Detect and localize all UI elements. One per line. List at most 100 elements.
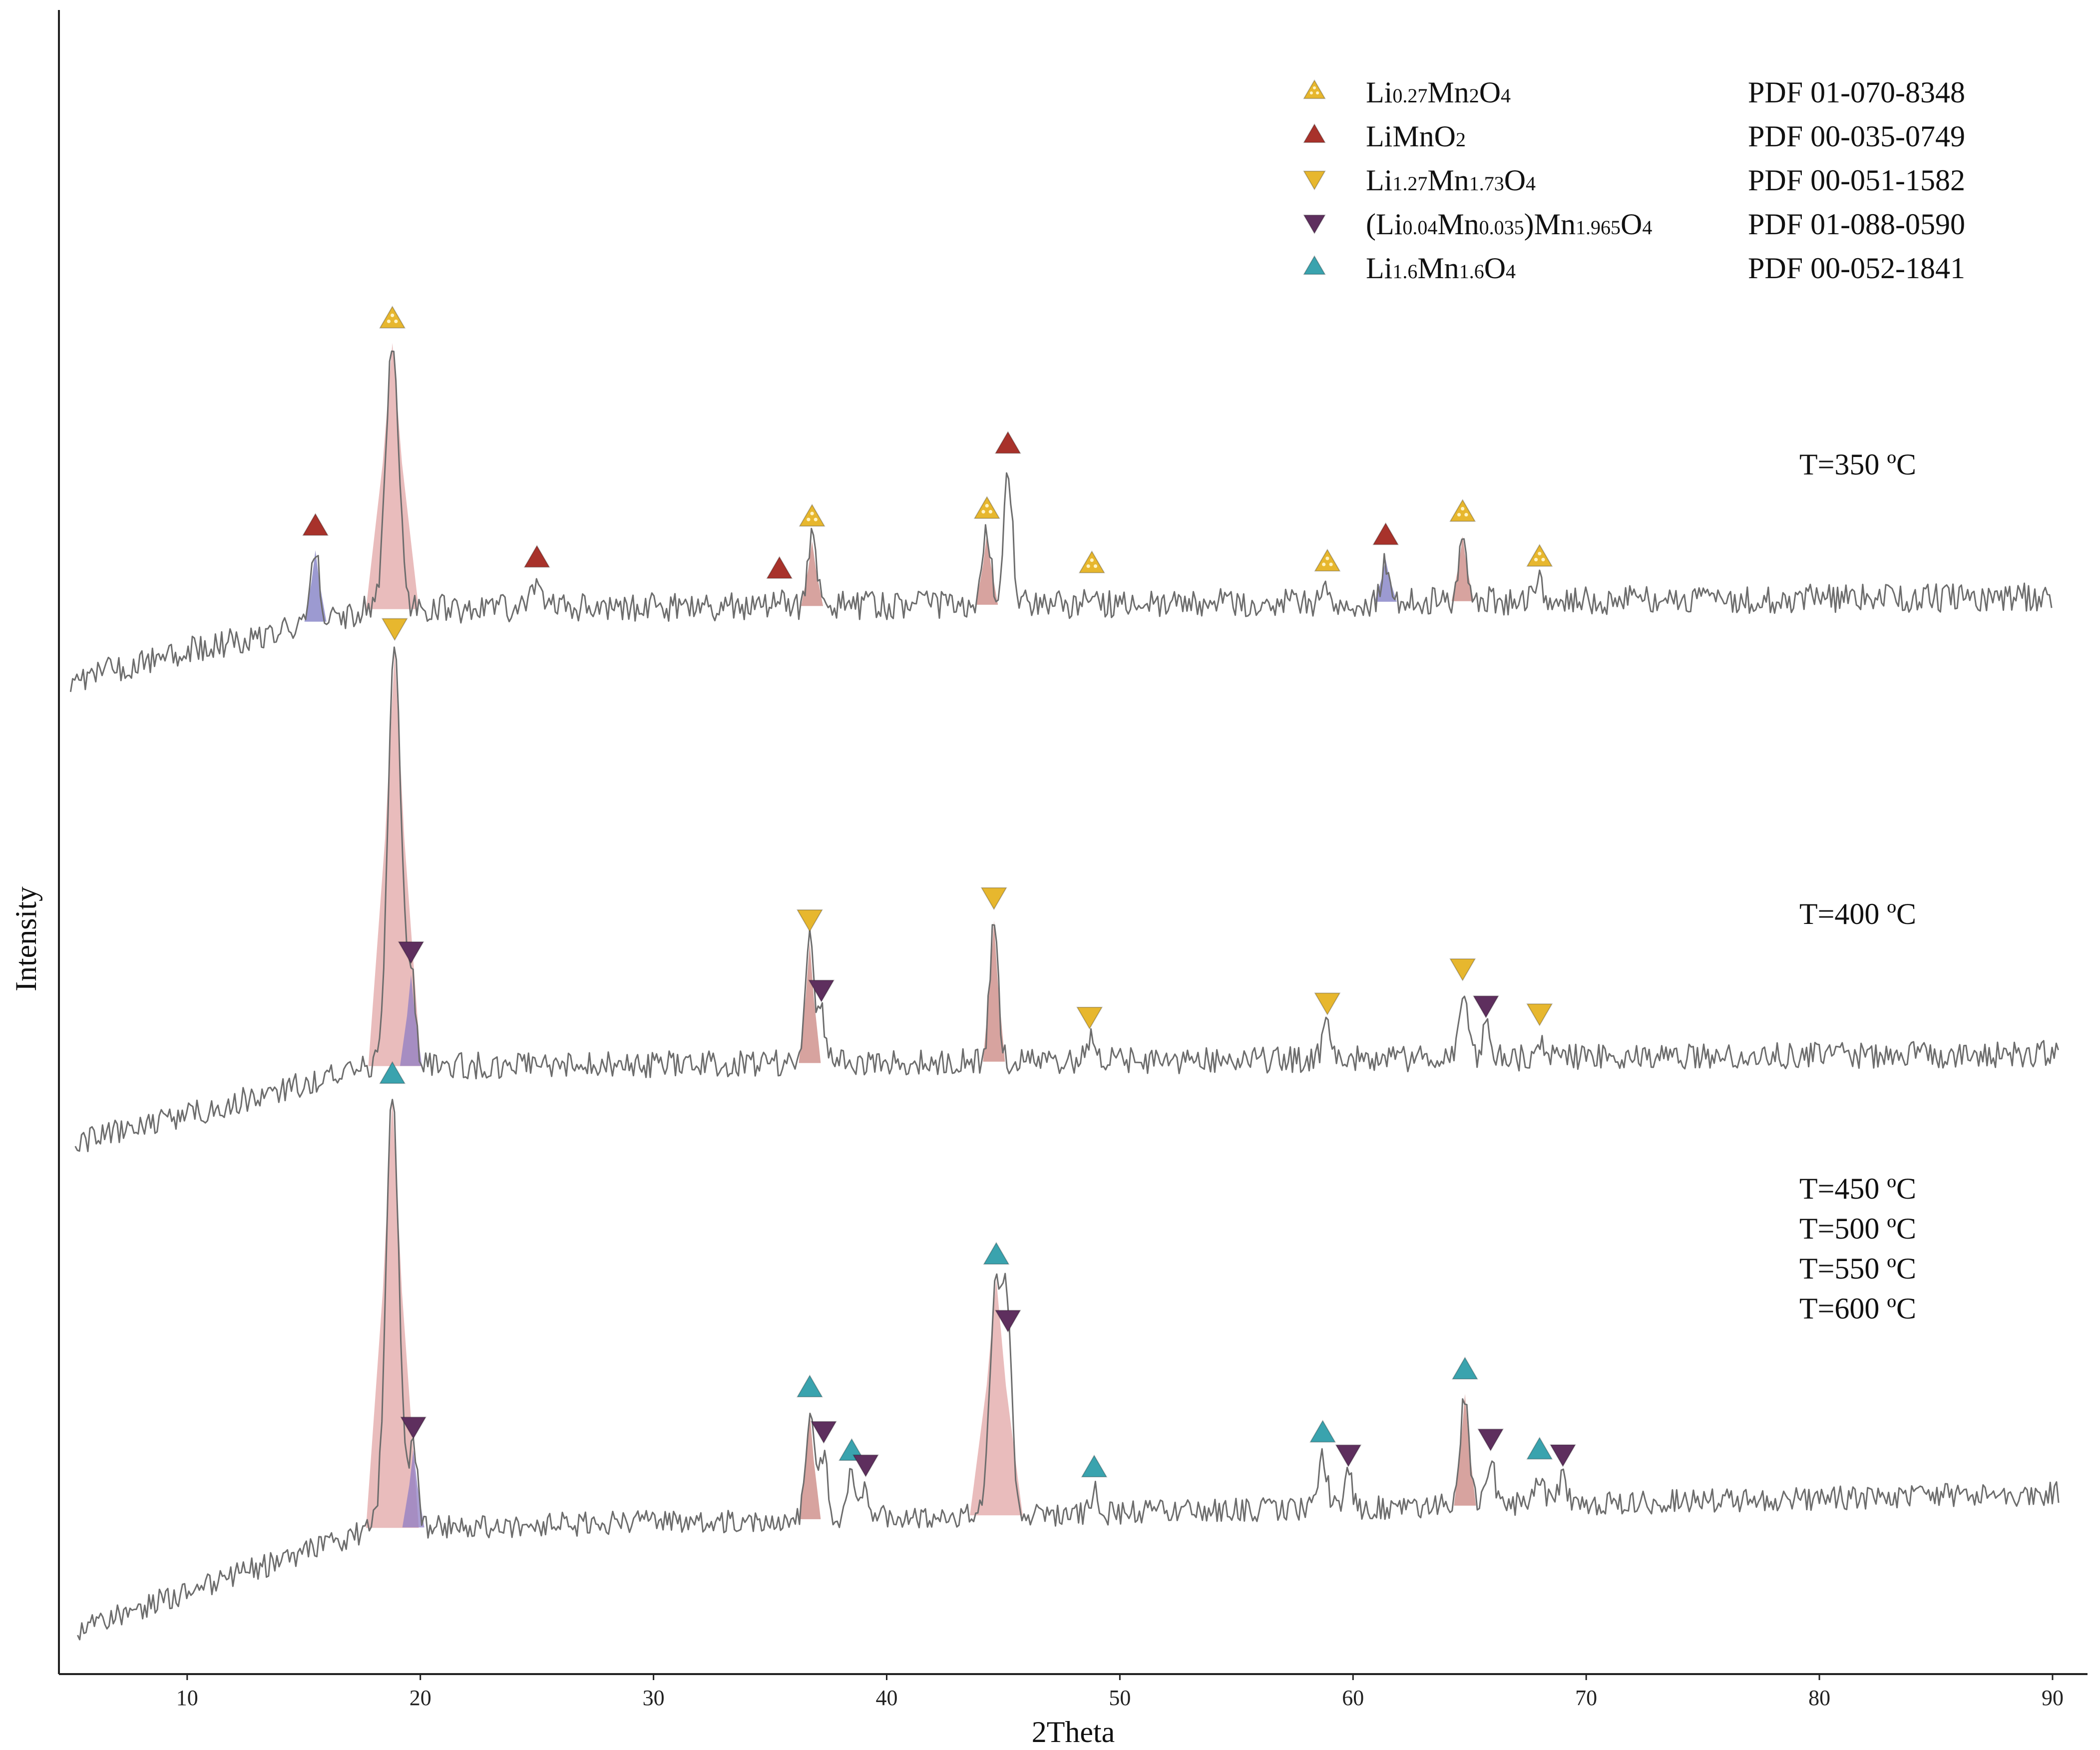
marker-triangle (796, 1374, 823, 1397)
legend-formula: Li1.27Mn1.73O4 (1366, 164, 1536, 197)
marker-dot (1322, 562, 1326, 566)
phase-marker-B (994, 431, 1021, 454)
phase-marker-E (1526, 1436, 1553, 1460)
phase-marker-E (1081, 1454, 1108, 1478)
marker-triangle (1372, 522, 1399, 545)
marker-dot (1457, 512, 1461, 517)
diffraction-patterns (69, 343, 2060, 1641)
x-tick-label: 40 (875, 1686, 897, 1710)
legend-pdf: PDF 01-070-8348 (1748, 76, 1965, 109)
formula-part: Mn (1427, 164, 1469, 197)
formula-part: 1.6 (1459, 260, 1484, 283)
temperature-label: T=600 ºC (1799, 1292, 1916, 1325)
marker-triangle (1078, 550, 1105, 573)
phase-marker-D (1549, 1444, 1577, 1467)
marker-dot (1090, 558, 1094, 562)
peak-fill (366, 343, 419, 609)
formula-part: 1.73 (1469, 172, 1504, 195)
marker-triangle (523, 544, 550, 568)
marker-triangle (1303, 170, 1326, 191)
marker-triangle (1076, 1006, 1103, 1030)
marker-triangle (302, 512, 329, 536)
marker-dot (1093, 564, 1098, 568)
phase-marker-C (1526, 1003, 1553, 1027)
phase-marker-D (1477, 1428, 1504, 1452)
marker-triangle (1472, 995, 1499, 1019)
marker-dot (391, 313, 395, 318)
phase-marker-A (799, 503, 826, 527)
formula-part: Li (1366, 252, 1392, 285)
formula-part: 2 (1469, 84, 1479, 107)
legend-pdf: PDF 00-051-1582 (1748, 164, 1965, 197)
phase-marker-E (1451, 1356, 1478, 1380)
x-tick-label: 10 (176, 1686, 198, 1710)
peak-fill (1454, 1394, 1476, 1506)
x-tick-label: 60 (1342, 1686, 1364, 1710)
marker-triangle (1303, 79, 1326, 99)
marker-dot (814, 517, 818, 521)
legend-pdf: PDF 00-035-0749 (1748, 120, 1965, 153)
marker-triangle (799, 503, 826, 527)
phase-marker-B (766, 556, 793, 579)
marker-triangle (1081, 1454, 1108, 1478)
marker-triangle (1303, 123, 1326, 143)
temperature-label: T=550 ºC (1799, 1252, 1916, 1285)
marker-triangle (1549, 1444, 1577, 1467)
legend-formula: Li1.6Mn1.6O4 (1366, 252, 1516, 285)
phase-marker-D (994, 1310, 1021, 1333)
marker-dot (394, 319, 398, 324)
phase-marker-A (1526, 543, 1553, 567)
marker-dot (807, 517, 811, 521)
x-tick-label: 30 (643, 1686, 665, 1710)
legend-pdf: PDF 00-052-1841 (1748, 252, 1965, 285)
marker-triangle (1526, 1436, 1553, 1460)
formula-part: 1.6 (1392, 260, 1417, 283)
phase-marker-A (973, 496, 1000, 519)
phase-marker-C (980, 887, 1007, 910)
marker-triangle (1477, 1428, 1504, 1452)
legend-item: (Li0.04Mn0.035)Mn1.965O4 PDF 01-088-0590 (1303, 208, 1965, 241)
marker-triangle (1314, 992, 1341, 1016)
pattern-trace (74, 646, 2060, 1152)
marker-triangle (381, 618, 408, 641)
marker-triangle (983, 1242, 1010, 1265)
marker-dot (988, 510, 993, 514)
legend-item: Li0.27Mn2O4 PDF 01-070-8348 (1303, 76, 1965, 109)
marker-triangle (1449, 498, 1476, 522)
peak-fill (801, 541, 824, 606)
marker-triangle (1303, 255, 1326, 275)
marker-triangle (1309, 1419, 1336, 1443)
marker-triangle (1303, 214, 1326, 235)
marker-triangle (973, 496, 1000, 519)
phase-marker-C (1449, 958, 1476, 981)
phase-marker-B (523, 544, 550, 568)
x-tick-label: 80 (1808, 1686, 1830, 1710)
peak-fill (400, 974, 422, 1066)
axes: 10 20 30 40 50 60 70 80 90 2Theta Intensity (9, 10, 2088, 1749)
formula-part: 0.04 (1402, 216, 1437, 239)
phase-marker-E (796, 1374, 823, 1397)
x-tick-label: 90 (2042, 1686, 2064, 1710)
marker-dot (1316, 91, 1319, 95)
phase-marker-C (1303, 170, 1326, 191)
phase-marker-C (796, 909, 823, 932)
phase-marker-E (1309, 1419, 1336, 1443)
formula-part: Li (1366, 76, 1392, 109)
marker-triangle (980, 887, 1007, 910)
pattern-1 (69, 343, 2053, 692)
marker-triangle (852, 1454, 879, 1478)
marker-triangle (1526, 1003, 1553, 1027)
phase-marker-D (810, 1421, 837, 1444)
marker-dot (1312, 86, 1316, 89)
phase-marker-C (381, 618, 408, 641)
phase-marker-A (1449, 498, 1476, 522)
formula-part: Mn (1437, 208, 1479, 241)
phase-marker-A (1078, 550, 1105, 573)
peak-fill (976, 533, 998, 605)
marker-triangle (400, 1416, 427, 1440)
pattern-trace (77, 1099, 2060, 1641)
phase-marker-D (1472, 995, 1499, 1019)
formula-part: 2 (1456, 128, 1466, 151)
